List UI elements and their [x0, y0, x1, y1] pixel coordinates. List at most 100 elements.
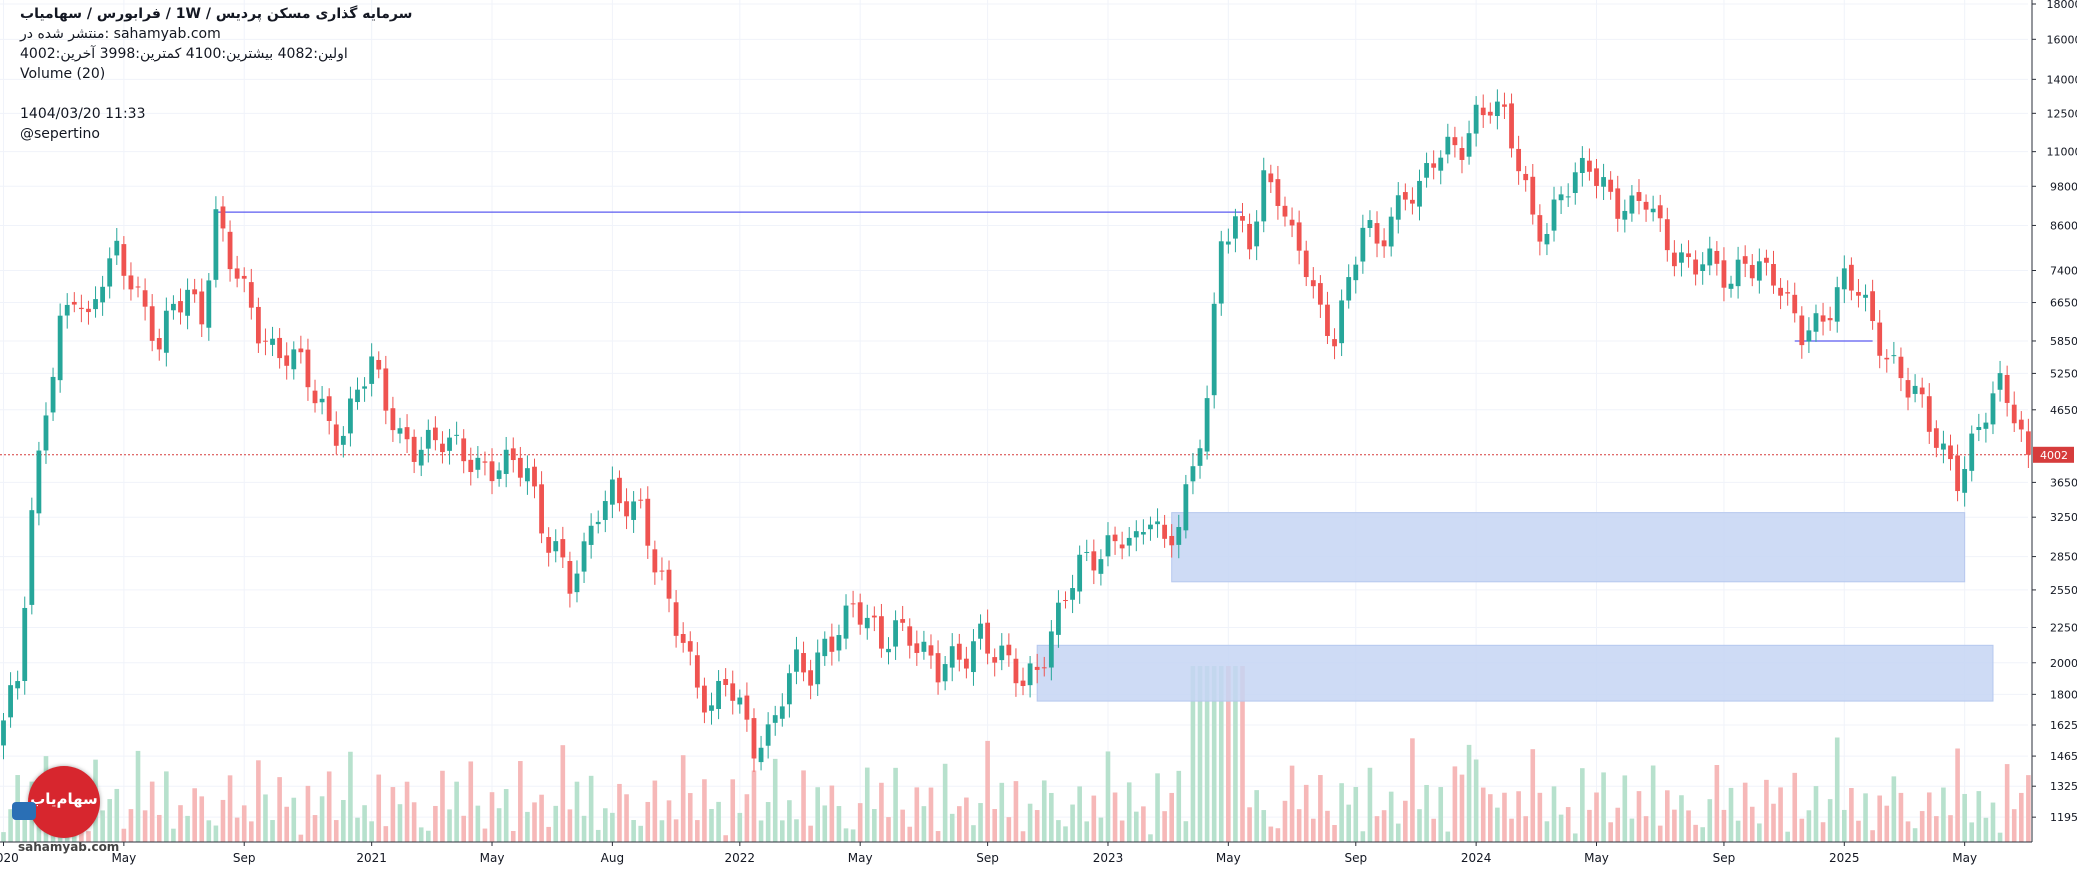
volume-bar	[1480, 787, 1486, 842]
volume-bar	[135, 750, 141, 842]
candle-body	[1523, 173, 1529, 181]
candle-body	[1275, 179, 1281, 206]
candle	[1424, 152, 1429, 188]
price-tick-label: 18000	[2047, 0, 2077, 11]
candle-body	[248, 282, 254, 308]
demand-zone	[1036, 644, 1994, 702]
candle	[284, 342, 290, 380]
candle-body	[1452, 137, 1458, 146]
candle	[1827, 306, 1833, 331]
volume-bar	[1466, 744, 1472, 842]
candle-body	[730, 683, 736, 701]
candle	[822, 631, 828, 666]
candle-body	[312, 390, 318, 404]
candle-body	[390, 408, 396, 431]
candle	[680, 622, 686, 653]
candle-body	[291, 349, 297, 370]
candle-body	[1183, 484, 1189, 531]
candle-body	[921, 641, 927, 652]
candle-body	[1997, 373, 2003, 390]
volume-bar	[1537, 792, 1543, 842]
candle	[1806, 317, 1812, 354]
candle	[100, 275, 106, 316]
candle-body	[1190, 466, 1196, 482]
volume-bar	[1424, 784, 1429, 842]
candle-body	[1466, 133, 1472, 157]
candle	[588, 513, 594, 559]
volume-bar	[921, 806, 927, 842]
candle-body	[1601, 177, 1606, 187]
candle-body	[15, 681, 21, 689]
volume-bar	[999, 782, 1005, 842]
volume-bar	[1665, 790, 1670, 842]
candle-body	[709, 705, 714, 711]
volume-bar	[298, 834, 304, 842]
candle-body	[1714, 250, 1720, 264]
volume-bar	[1693, 824, 1698, 842]
volume-bar	[737, 812, 743, 842]
price-tick-label: 16000	[2047, 33, 2077, 46]
volume-bar	[1077, 786, 1082, 842]
volume-bar	[1622, 775, 1628, 842]
volume-bar	[539, 794, 544, 842]
candle-body	[794, 649, 799, 672]
candle-body	[1657, 205, 1663, 219]
volume-bar	[440, 770, 445, 842]
volume-bar	[369, 821, 374, 842]
volume-bar	[114, 788, 120, 842]
candle-body	[1133, 531, 1139, 538]
candle-body	[376, 359, 382, 370]
candle	[468, 447, 474, 486]
volume-bar	[1041, 780, 1047, 842]
time-tick-label: Sep	[1344, 851, 1367, 865]
candle	[1813, 304, 1819, 342]
candle-body	[1282, 205, 1288, 217]
candle	[291, 341, 297, 380]
candle-body	[64, 304, 70, 316]
volume-bar	[864, 767, 870, 842]
candle	[1296, 210, 1302, 265]
candle-body	[1785, 292, 1791, 294]
candle-body	[156, 337, 162, 350]
candle-body	[971, 641, 976, 673]
candle	[1749, 254, 1755, 287]
volume-bar	[1282, 800, 1288, 842]
candle	[1657, 194, 1663, 232]
candle-body	[879, 616, 884, 649]
volume-bar	[772, 758, 778, 842]
candle	[751, 708, 757, 772]
candle-body	[178, 301, 183, 313]
volume-bar	[1884, 805, 1890, 842]
candle-body	[609, 479, 615, 505]
candle-body	[1558, 194, 1564, 201]
candle	[1332, 328, 1337, 360]
candle-body	[871, 615, 877, 618]
volume-bar	[1785, 831, 1790, 842]
volume-bar	[1289, 765, 1295, 842]
volume-bar	[1636, 791, 1642, 842]
time-tick-label: 2023	[1093, 851, 1124, 865]
price-tick-label: 1625	[2050, 719, 2077, 732]
candle	[914, 630, 920, 666]
candle-body	[1056, 602, 1061, 635]
candle-body	[270, 338, 275, 345]
candle	[50, 367, 56, 421]
volume-bar	[1912, 828, 1918, 842]
volume-bar	[128, 809, 134, 842]
price-tick-label: 2550	[2050, 584, 2077, 597]
candle	[454, 421, 460, 445]
candle-body	[8, 685, 13, 718]
candle-body	[1126, 537, 1132, 546]
volume-bar	[1898, 792, 1904, 842]
candle-body	[1990, 393, 1996, 425]
volume-bar	[1049, 792, 1054, 842]
candle-body	[1289, 219, 1295, 226]
candle-body	[617, 477, 622, 504]
candle-body	[1438, 157, 1444, 171]
candle-body	[1877, 322, 1883, 356]
volume-bar	[1268, 826, 1274, 842]
volume-bar	[1608, 822, 1613, 842]
candle-body	[702, 685, 707, 713]
candle	[1558, 186, 1564, 214]
